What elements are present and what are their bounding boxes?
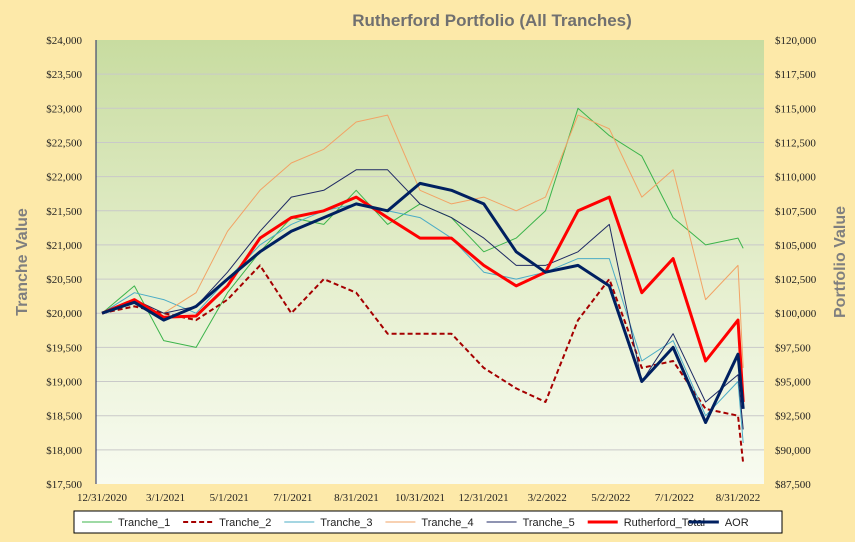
legend-label: Tranche_3	[320, 517, 372, 529]
x-tick-label: 7/1/2022	[655, 492, 694, 504]
x-tick-label: 12/31/2020	[77, 492, 128, 504]
y2-tick-label: $100,000	[775, 308, 817, 320]
y2-tick-label: $90,000	[775, 445, 811, 457]
x-tick-label: 7/1/2021	[273, 492, 312, 504]
series-line-aor	[101, 181, 745, 424]
y-tick-label: $20,500	[46, 274, 82, 286]
y-tick-label: $20,000	[46, 308, 82, 320]
series-line-tranche-4	[101, 114, 744, 368]
x-tick-label: 8/31/2022	[716, 492, 761, 504]
y2-tick-label: $120,000	[775, 35, 817, 47]
y2-axis-title: Portfolio Value	[832, 206, 849, 318]
y2-tick-label: $95,000	[775, 377, 811, 389]
y2-tick-label: $117,500	[775, 69, 816, 81]
gridlines	[96, 73, 764, 451]
y-tick-label: $22,000	[46, 172, 82, 184]
y-tick-label: $19,000	[46, 377, 82, 389]
legend-box	[73, 510, 783, 534]
y-tick-label: $21,000	[46, 240, 82, 252]
y-tick-label: $23,000	[46, 103, 82, 115]
x-tick-label: 5/1/2021	[210, 492, 249, 504]
legend-label: Tranche_1	[118, 517, 170, 529]
legend-label: AOR	[725, 517, 749, 529]
y2-tick-label: $102,500	[775, 274, 817, 286]
y-tick-label: $19,500	[46, 342, 82, 354]
y2-tick-label: $105,000	[775, 240, 817, 252]
series-line-rutherford-total	[101, 195, 745, 403]
legend-label: Rutherford_Total	[624, 517, 705, 529]
y-tick-label: $22,500	[46, 137, 82, 149]
y-tick-label: $17,500	[46, 479, 82, 491]
plot-area	[96, 40, 764, 484]
x-tick-label: 5/2/2022	[591, 492, 630, 504]
series-line-tranche-5	[101, 169, 744, 430]
y2-tick-label: $112,500	[775, 137, 816, 149]
y2-tick-label: $107,500	[775, 206, 817, 218]
x-tick-label: 12/31/2021	[459, 492, 509, 504]
series-lines	[101, 107, 745, 464]
y2-tick-label: $92,500	[775, 411, 811, 423]
y2-axis-ticks: $87,500 $90,000 $92,500 $95,000 $97,500 $100,…	[775, 35, 817, 491]
legend-label: Tranche_2	[219, 517, 271, 529]
y-tick-label: $18,000	[46, 445, 82, 457]
x-tick-label: 8/31/2021	[334, 492, 379, 504]
y-axis-title: Tranche Value	[14, 208, 31, 316]
y-tick-label: $18,500	[46, 411, 82, 423]
y-tick-label: $21,500	[46, 206, 82, 218]
y2-tick-label: $110,000	[775, 172, 816, 184]
y2-tick-label: $115,000	[775, 103, 816, 115]
x-tick-label: 3/1/2021	[146, 492, 185, 504]
x-tick-label: 10/31/2021	[395, 492, 445, 504]
legend-label: Tranche_4	[421, 517, 473, 529]
x-tick-label: 3/2/2022	[528, 492, 567, 504]
chart-title: Rutherford Portfolio (All Tranches)	[352, 11, 632, 30]
y-axis-ticks: $17,500 $18,000 $18,500 $19,000 $19,500 $20,0…	[46, 35, 82, 491]
y-tick-label: $24,000	[46, 35, 82, 47]
legend: Tranche_1 Tranche_2 Tranche_3 Tranche_4 Tran…	[82, 517, 749, 529]
y-tick-label: $23,500	[46, 69, 82, 81]
y2-tick-label: $87,500	[775, 479, 811, 491]
x-axis-ticks: 12/31/2020 3/1/2021 5/1/2021 7/1/2021 8/31/2…	[77, 492, 760, 504]
series-line-tranche-3	[101, 203, 744, 444]
legend-label: Tranche_5	[523, 517, 575, 529]
y2-tick-label: $97,500	[775, 342, 811, 354]
